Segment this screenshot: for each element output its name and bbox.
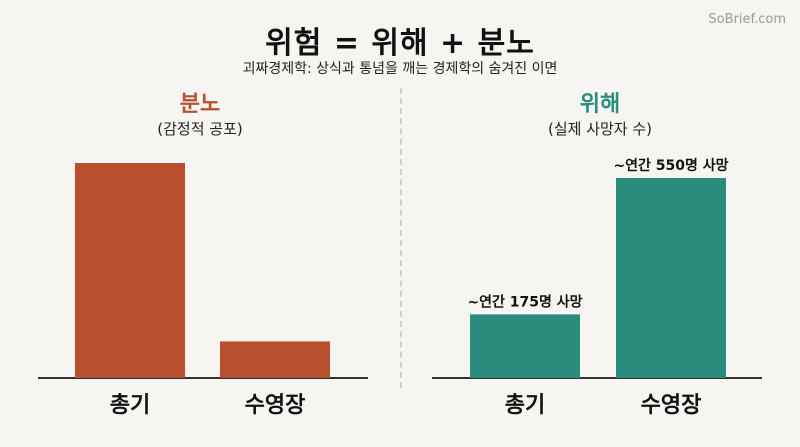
hazard-bar-0	[470, 314, 580, 378]
watermark: SoBrief.com	[708, 12, 786, 27]
subtitle: 괴짜경제학: 상식과 통념을 깨는 경제학의 숨겨진 이면	[242, 61, 558, 77]
panel-divider	[400, 88, 402, 388]
hazard-data-label-0: ~연간 175명 사망	[467, 293, 582, 310]
outrage-category-label-0: 총기	[110, 393, 150, 418]
hazard-bar-1	[616, 178, 726, 378]
outrage-panel-subtitle: (감정적 공포)	[157, 120, 243, 138]
outrage-panel-title: 분노	[179, 92, 221, 117]
hazard-category-label-1: 수영장	[641, 393, 702, 418]
hazard-panel-title: 위해	[579, 92, 621, 117]
outrage-bar-0	[75, 163, 185, 378]
outrage-bar-1	[220, 341, 330, 378]
hazard-category-label-0: 총기	[505, 393, 545, 418]
outrage-category-label-1: 수영장	[245, 393, 306, 418]
hazard-panel-subtitle: (실제 사망자 수)	[547, 120, 653, 138]
main-title: 위험 = 위해 + 분노	[265, 26, 535, 61]
hazard-data-label-1: ~연간 550명 사망	[613, 157, 728, 174]
